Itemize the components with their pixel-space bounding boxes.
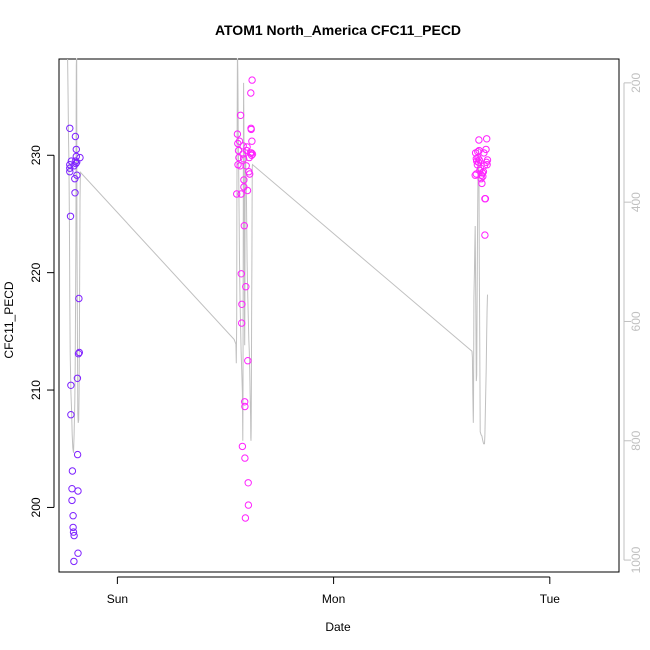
pressure-line-layer [67,58,488,453]
y2-tick-label: 200 [629,73,643,93]
data-point [248,76,256,84]
y-axis-label: CFC11_PECD [2,281,16,358]
data-point [481,195,490,203]
data-point [68,467,77,475]
data-point [71,132,80,141]
data-point [483,161,491,169]
data-point [248,150,257,158]
data-point [74,350,83,358]
chart-title: ATOM1 North_America CFC11_PECD [215,22,461,38]
data-point [237,190,245,198]
data-point [72,145,81,154]
data-point [70,531,78,540]
data-point [481,231,489,239]
y-tick-label: 200 [29,497,43,517]
data-point [241,454,249,462]
data-point [246,170,254,178]
data-point [475,156,483,164]
plot-frame [58,58,620,573]
data-point [69,528,78,536]
x-tick-label: Mon [322,592,345,606]
y2-tick-label: 800 [629,430,643,450]
data-point [68,496,76,505]
data-point [241,398,249,406]
data-point [243,186,252,195]
data-point [483,156,492,164]
data-point [242,283,250,291]
data-point [475,136,483,144]
data-point [75,348,84,357]
axes-layer: Sun Mon Tue 200 210 220 230 200 400 600 800 1000 [29,73,643,606]
data-point [247,125,255,134]
data-point [73,171,81,179]
data-point [238,300,246,308]
data-point [241,514,250,522]
pressure-line [67,58,488,453]
x-axis-label: Date [325,620,351,634]
data-point [239,142,247,150]
data-point [69,523,77,532]
data-point [238,319,246,327]
data-point [247,151,256,160]
data-point [479,172,487,181]
data-point [244,357,252,365]
data-point [233,190,241,198]
y2-tick-label: 400 [629,192,643,212]
data-point [478,169,487,177]
data-point [66,212,75,221]
data-point [67,381,75,389]
data-point [74,487,82,495]
data-point [241,402,249,411]
data-point [66,124,74,133]
data-point [238,442,247,451]
data-point [240,176,248,184]
data-point [243,146,251,155]
data-point [237,270,246,278]
x-tick-label: Sun [107,592,128,606]
y-tick-label: 210 [29,380,43,400]
data-point [73,374,82,382]
data-point [73,450,82,459]
data-point [233,130,242,138]
data-point [236,111,245,120]
data-point [66,168,74,176]
data-point [244,479,252,487]
data-point [75,294,83,303]
y2-tick-label: 1000 [629,546,643,573]
data-point [239,155,248,163]
data-point [67,411,75,419]
data-point [243,143,251,151]
data-point [74,549,82,557]
y2-tick-label: 600 [629,311,643,331]
points-layer [66,76,492,566]
y-tick-label: 220 [29,262,43,282]
data-point [76,153,84,162]
data-point [242,162,250,170]
x-tick-label: Tue [540,592,561,606]
data-point [478,179,486,188]
data-point [235,137,244,145]
data-point [248,137,256,145]
data-point [66,164,74,172]
data-point [244,501,253,509]
data-point [240,222,249,230]
data-point [483,135,491,143]
data-point [69,512,77,520]
data-point [247,149,256,157]
data-point [72,159,80,168]
y-tick-label: 230 [29,145,43,165]
data-point [71,189,79,197]
data-point [482,145,490,154]
data-point [70,557,78,566]
data-point [475,146,483,155]
data-point [247,89,255,97]
